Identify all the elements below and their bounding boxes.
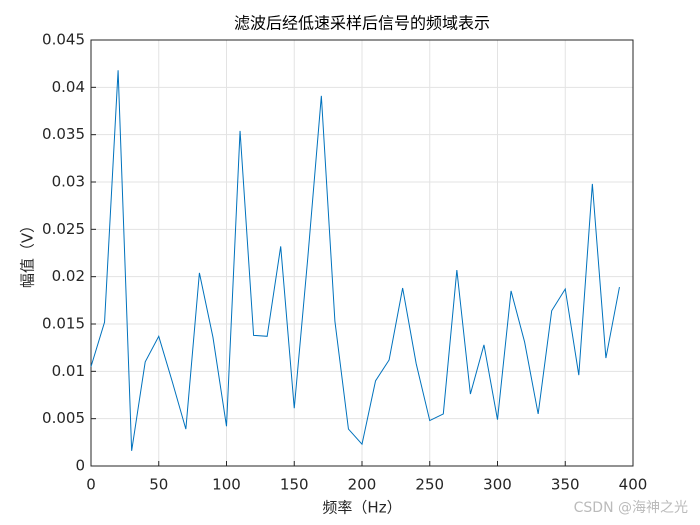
y-tick-label: 0.035 [42, 125, 85, 143]
y-tick-label: 0.025 [42, 220, 85, 238]
y-tick-label: 0.015 [42, 315, 85, 333]
x-tick-label: 400 [619, 476, 648, 494]
x-tick-label: 50 [149, 476, 168, 494]
y-tick-label: 0.005 [42, 409, 85, 427]
y-tick-label: 0.045 [42, 31, 85, 49]
x-tick-label: 0 [86, 476, 96, 494]
data-line [90, 70, 620, 451]
y-tick-label: 0.03 [52, 173, 85, 191]
y-tick-label: 0 [75, 457, 85, 475]
y-axis-label: 幅值（V） [19, 218, 37, 288]
y-tick-label: 0.04 [52, 78, 85, 96]
watermark: CSDN @海神之光 [574, 500, 688, 516]
x-tick-label: 300 [483, 476, 512, 494]
chart-title: 滤波后经低速采样后信号的频域表示 [234, 14, 490, 33]
y-tick-label: 0.01 [52, 362, 85, 380]
x-tick-label: 100 [212, 476, 241, 494]
x-axis-label: 频率（Hz） [322, 499, 401, 517]
x-tick-label: 250 [415, 476, 444, 494]
plot-frame [90, 39, 634, 467]
y-tick-label: 0.02 [52, 267, 85, 285]
x-tick-label: 350 [551, 476, 580, 494]
x-tick-label: 150 [280, 476, 309, 494]
x-tick-label: 200 [348, 476, 377, 494]
